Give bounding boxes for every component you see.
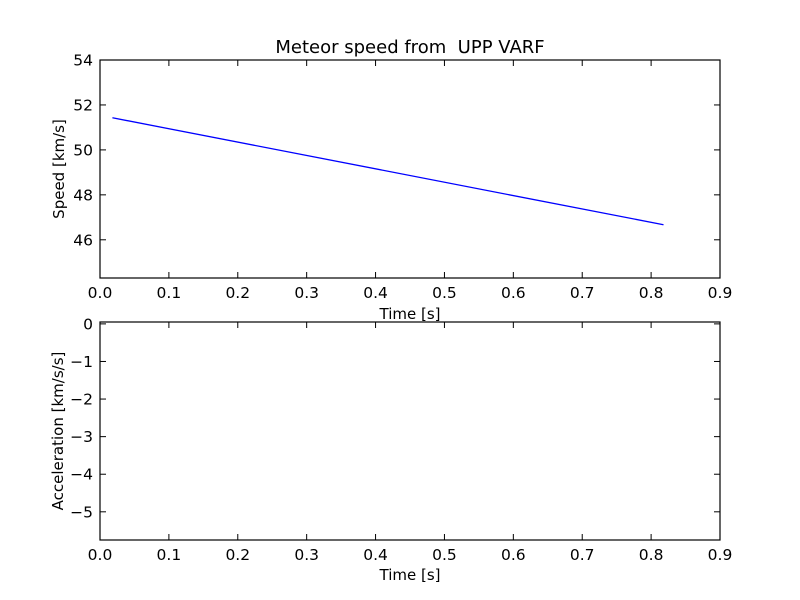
speed-panel: Meteor speed from UPP VARF 0.0 0.1 0.2 0.3 0… — [50, 37, 732, 323]
speed-x-tick-label: 0.1 — [157, 284, 182, 302]
acceleration-x-axis-label: Time [s] — [379, 566, 441, 584]
speed-x-tick-label: 0.7 — [570, 284, 595, 302]
acceleration-panel: 0.0 0.1 0.2 0.3 0.4 0.5 0.6 0.7 0.8 0.9 0 −1 −2 −3 −4 −… — [49, 315, 732, 584]
speed-series-line — [112, 117, 664, 226]
acceleration-ticks: 0.0 0.1 0.2 0.3 0.4 0.5 0.6 0.7 0.8 0.9 0 −1 −2 −3 −4 −… — [70, 315, 732, 564]
acceleration-y-tick-label: −5 — [70, 503, 93, 521]
acceleration-x-tick-label: 0.1 — [157, 546, 182, 564]
acceleration-x-tick-label: 0.8 — [639, 546, 664, 564]
speed-chart-title: Meteor speed from UPP VARF — [275, 37, 544, 58]
acceleration-y-axis-label: Acceleration [km/s/s] — [49, 352, 67, 511]
acceleration-x-tick-label: 0.3 — [294, 546, 319, 564]
acceleration-x-tick-label: 0.5 — [432, 546, 457, 564]
speed-x-tick-label: 0.2 — [225, 284, 250, 302]
acceleration-x-tick-label: 0.0 — [88, 546, 113, 564]
acceleration-y-tick-label: −1 — [70, 353, 93, 371]
acceleration-x-tick-label: 0.7 — [570, 546, 595, 564]
speed-plot-area — [112, 117, 664, 226]
speed-y-tick-label: 52 — [73, 96, 93, 114]
speed-y-tick-label: 46 — [73, 231, 93, 249]
speed-axes-frame — [99, 59, 721, 279]
acceleration-x-tick-label: 0.6 — [501, 546, 526, 564]
speed-x-tick-label: 0.5 — [432, 284, 457, 302]
acceleration-x-tick-label: 0.4 — [363, 546, 388, 564]
speed-x-tick-label: 0.3 — [294, 284, 319, 302]
speed-x-tick-label: 0.6 — [501, 284, 526, 302]
speed-y-tick-label: 48 — [73, 186, 93, 204]
speed-x-axis-label: Time [s] — [379, 305, 441, 323]
speed-x-tick-label: 0.0 — [88, 284, 113, 302]
acceleration-x-tick-label: 0.9 — [708, 546, 733, 564]
acceleration-y-tick-label: −3 — [70, 428, 93, 446]
speed-x-tick-label: 0.4 — [363, 284, 388, 302]
acceleration-x-tick-label: 0.2 — [225, 546, 250, 564]
acceleration-y-tick-label: −4 — [70, 466, 93, 484]
speed-y-axis-label: Speed [km/s] — [50, 119, 68, 219]
speed-y-tick-label: 50 — [73, 141, 93, 159]
speed-x-tick-label: 0.8 — [639, 284, 664, 302]
acceleration-y-tick-label: −2 — [70, 391, 93, 409]
speed-y-tick-label: 54 — [73, 52, 93, 70]
speed-x-tick-label: 0.9 — [708, 284, 733, 302]
speed-ticks: 0.0 0.1 0.2 0.3 0.4 0.5 0.6 0.7 0.8 0.9 46 48 50 52 54 — [73, 52, 732, 303]
acceleration-y-tick-label: 0 — [83, 315, 93, 333]
acceleration-axes-frame — [99, 321, 721, 541]
